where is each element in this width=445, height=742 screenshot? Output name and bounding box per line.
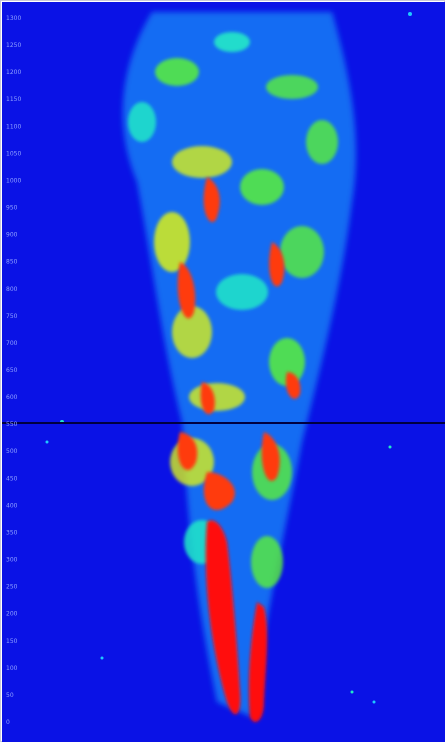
- y-tick-label: 900: [6, 232, 18, 239]
- y-tick-label: 0: [6, 719, 10, 726]
- y-tick-label: 400: [6, 502, 18, 509]
- y-tick-label: 700: [6, 340, 18, 347]
- y-tick-label: 1050: [6, 150, 21, 157]
- y-tick-label: 450: [6, 475, 18, 482]
- y-tick-label: 800: [6, 286, 18, 293]
- y-axis: 1300125012001150110010501000950900850800…: [6, 15, 21, 726]
- y-tick-label: 650: [6, 367, 18, 374]
- y-tick-label: 50: [6, 692, 14, 699]
- y-tick-label: 500: [6, 448, 18, 455]
- y-tick-label: 1000: [6, 177, 21, 184]
- y-tick-label: 550: [6, 421, 18, 428]
- y-tick-label: 150: [6, 638, 18, 645]
- y-tick-label: 250: [6, 584, 18, 591]
- plume-cores: [177, 177, 301, 722]
- y-tick-label: 600: [6, 394, 18, 401]
- y-tick-label: 200: [6, 611, 18, 618]
- y-tick-label: 350: [6, 529, 18, 536]
- y-tick-label: 1200: [6, 69, 21, 76]
- y-tick-label: 950: [6, 205, 18, 212]
- y-tick-label: 1250: [6, 42, 21, 49]
- y-tick-label: 850: [6, 259, 18, 266]
- y-tick-label: 1100: [6, 123, 21, 130]
- y-tick-label: 300: [6, 557, 18, 564]
- y-tick-label: 1300: [6, 15, 21, 22]
- y-tick-label: 100: [6, 665, 18, 672]
- y-tick-label: 1150: [6, 96, 21, 103]
- plume-envelope: [122, 12, 356, 717]
- y-tick-label: 750: [6, 313, 18, 320]
